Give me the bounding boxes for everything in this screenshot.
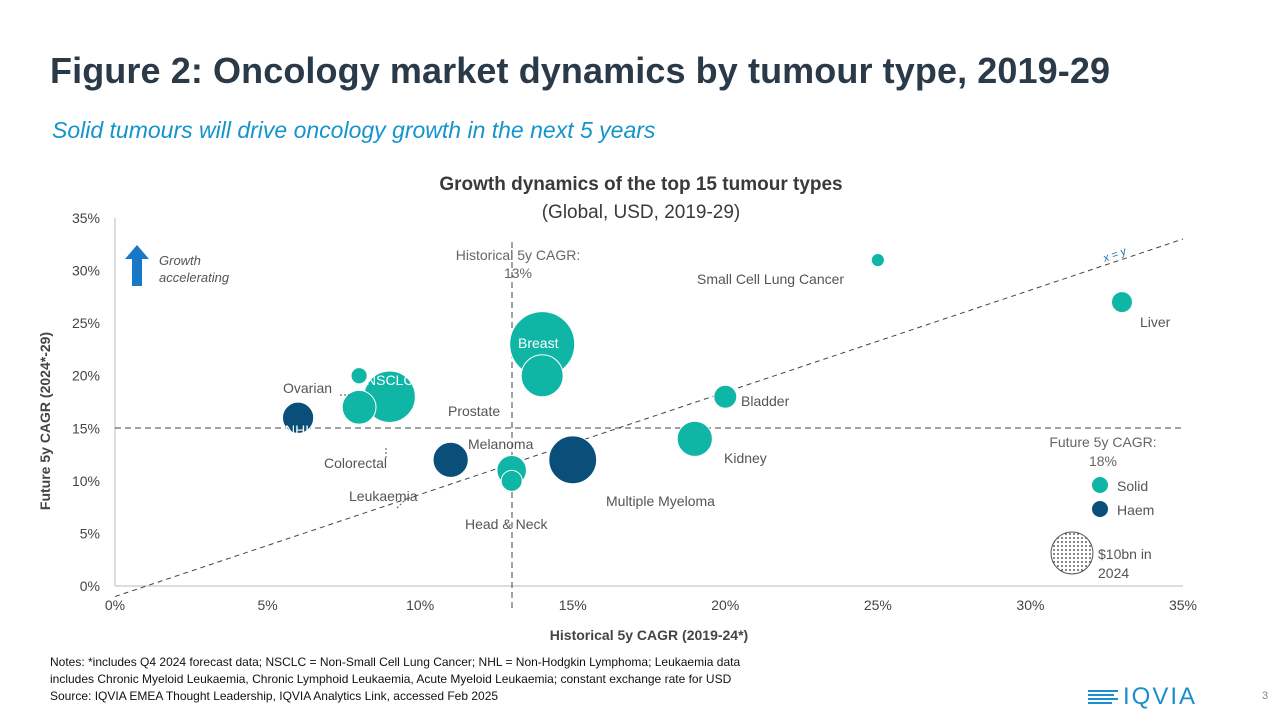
source-line: Source: IQVIA EMEA Thought Leadership, I… [50, 689, 499, 703]
annotation-line2: accelerating [159, 270, 230, 285]
legend-haem-label: Haem [1117, 502, 1154, 518]
y-tick-label: 30% [72, 263, 100, 279]
horizontal-ref-label-line2: 18% [1089, 453, 1117, 469]
legend-size-label-line2: 2024 [1098, 565, 1129, 581]
legend-solid-marker [1092, 477, 1108, 493]
y-tick-label: 0% [80, 578, 100, 594]
y-tick-label: 35% [72, 210, 100, 226]
y-tick-label: 25% [72, 315, 100, 331]
iqvia-logo-icon: IQVIA [1088, 683, 1198, 710]
y-axis-label: Future 5y CAGR (2024*-29) [37, 332, 53, 510]
notes-line-2: includes Chronic Myeloid Leukaemia, Chro… [50, 672, 732, 686]
label-nhl: NHL [285, 422, 313, 438]
x-tick-label: 5% [257, 597, 277, 613]
x-tick-label: 0% [105, 597, 125, 613]
bubble-liver [1110, 291, 1133, 314]
chart-subtitle: (Global, USD, 2019-29) [542, 202, 741, 223]
x-tick-label: 35% [1169, 597, 1197, 613]
label-nsclc: NSCLC [366, 372, 413, 388]
annotation-line1: Growth [159, 253, 201, 268]
chart-title: Growth dynamics of the top 15 tumour typ… [439, 174, 842, 195]
y-tick-label: 5% [80, 525, 100, 541]
bubble-leukaemia [432, 441, 469, 478]
label-kidney: Kidney [724, 450, 767, 466]
label-ovarian: Ovarian [283, 380, 332, 396]
notes-block: Notes: *includes Q4 2024 forecast data; … [50, 654, 840, 705]
bubble-kidney [676, 420, 713, 457]
logo-text: IQVIA [1123, 683, 1198, 710]
y-tick-label: 15% [72, 420, 100, 436]
x-axis-label: Historical 5y CAGR (2019-24*) [550, 627, 748, 643]
label-melanoma: Melanoma [468, 436, 534, 452]
label-liver: Liver [1140, 314, 1171, 330]
vertical-ref-label-line1: Historical 5y CAGR: [456, 247, 580, 263]
notes-line-1: Notes: *includes Q4 2024 forecast data; … [50, 655, 741, 669]
page-title: Figure 2: Oncology market dynamics by tu… [50, 50, 1111, 91]
bubble-small-cell-lung-cancer [870, 252, 885, 268]
bubble-bladder [713, 384, 738, 409]
legend-solid-label: Solid [1117, 478, 1148, 494]
label-bladder: Bladder [741, 393, 790, 409]
bubble-multiple-myeloma [548, 435, 598, 485]
page-subtitle: Solid tumours will drive oncology growth… [52, 117, 656, 143]
x-tick-label: 10% [406, 597, 434, 613]
legend-size-label-line1: $10bn in [1098, 546, 1152, 562]
x-tick-label: 25% [864, 597, 892, 613]
label-colorectal: Colorectal [324, 455, 387, 471]
vertical-ref-label-line2: 13% [504, 265, 532, 281]
arrow-up-icon [125, 245, 149, 286]
legend-haem-marker [1092, 501, 1108, 517]
dotted-circle-icon [1050, 531, 1094, 575]
label-multiple-myeloma: Multiple Myeloma [606, 493, 715, 509]
logo-bars [1088, 690, 1118, 704]
label-prostate: Prostate [448, 403, 500, 419]
y-tick-label: 20% [72, 368, 100, 384]
label-head-and-neck: Head & Neck [465, 516, 548, 532]
x-tick-label: 30% [1016, 597, 1044, 613]
x-tick-label: 20% [711, 597, 739, 613]
label-breast: Breast [518, 335, 559, 351]
label-leukaemia: Leukaemia [349, 488, 418, 504]
x-tick-label: 15% [559, 597, 587, 613]
y-tick-label: 10% [72, 473, 100, 489]
bubble-nhl [281, 401, 315, 434]
page-number: 3 [1262, 690, 1269, 702]
diagonal-reference-line [114, 238, 1184, 597]
leader-leukaemia [396, 500, 405, 509]
label-small-cell-lung-cancer: Small Cell Lung Cancer [697, 271, 844, 287]
bubble-head-neck [500, 469, 523, 492]
bubble-ovarian [350, 367, 368, 385]
horizontal-ref-label-line1: Future 5y CAGR: [1049, 434, 1156, 450]
bubble-colorectal [341, 389, 377, 425]
bubble-prostate [520, 354, 564, 398]
